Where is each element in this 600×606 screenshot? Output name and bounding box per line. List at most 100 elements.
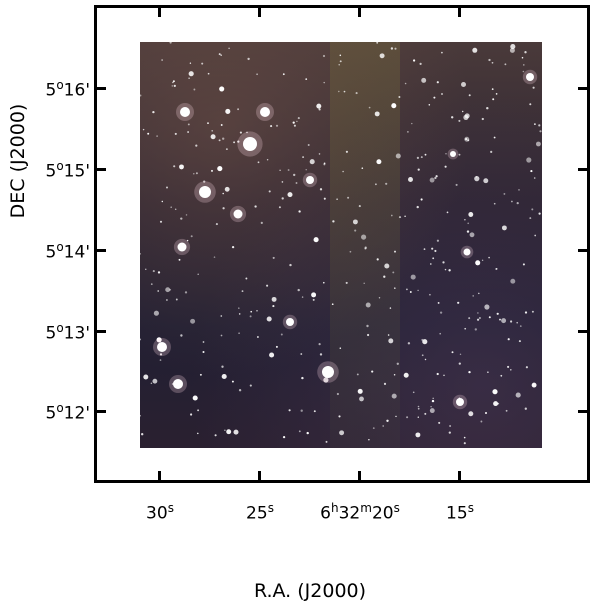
star <box>499 318 501 321</box>
star <box>188 71 194 77</box>
star <box>383 382 387 385</box>
star <box>420 198 423 201</box>
star <box>516 321 518 324</box>
star <box>197 432 199 435</box>
star <box>445 153 447 155</box>
star <box>143 374 149 380</box>
star <box>184 291 188 294</box>
star <box>466 230 470 233</box>
star <box>187 131 190 133</box>
star <box>161 200 164 203</box>
star <box>195 144 198 147</box>
star <box>407 342 411 345</box>
star <box>458 153 461 156</box>
star <box>190 413 193 416</box>
star <box>323 281 325 284</box>
star <box>411 122 413 125</box>
star <box>238 332 240 335</box>
star <box>221 365 224 368</box>
star <box>339 430 345 436</box>
star <box>396 362 399 365</box>
star <box>173 84 176 88</box>
star <box>403 372 409 378</box>
star <box>220 124 223 126</box>
star <box>157 290 160 292</box>
star <box>269 352 275 358</box>
star <box>306 431 309 435</box>
star <box>538 124 541 127</box>
star <box>281 197 284 200</box>
star <box>432 257 435 260</box>
star <box>378 297 381 299</box>
star <box>478 292 480 295</box>
star <box>392 271 395 274</box>
star <box>376 42 379 44</box>
star <box>217 166 223 172</box>
star <box>441 51 443 54</box>
star <box>219 86 225 92</box>
star <box>488 256 490 259</box>
star <box>535 141 541 147</box>
xtick-label-25: 25s <box>246 501 274 524</box>
star <box>237 140 240 143</box>
star <box>197 273 199 276</box>
star <box>518 340 521 343</box>
star <box>256 336 259 338</box>
star <box>280 333 283 336</box>
star <box>256 73 258 76</box>
star <box>336 198 338 200</box>
star <box>246 131 248 134</box>
star <box>318 343 321 346</box>
star <box>431 399 435 403</box>
star <box>221 373 227 380</box>
star <box>292 121 295 124</box>
ytick-left-14 <box>94 249 106 252</box>
bright-star <box>463 248 471 256</box>
star <box>386 419 389 422</box>
star <box>225 148 228 151</box>
star <box>190 235 193 238</box>
star <box>190 318 196 324</box>
star <box>417 168 420 171</box>
star <box>429 408 435 414</box>
star <box>437 301 440 304</box>
star <box>424 153 427 156</box>
star <box>357 388 363 394</box>
star <box>180 334 183 337</box>
bright-star <box>177 242 187 252</box>
star <box>364 246 367 249</box>
star <box>187 123 190 126</box>
star <box>305 78 308 80</box>
star <box>368 106 371 109</box>
ytick-label-14: 5o14' <box>45 240 91 263</box>
star <box>372 427 375 429</box>
star <box>199 373 202 376</box>
star <box>354 229 357 232</box>
xtick-top-25 <box>258 5 261 17</box>
star <box>266 284 269 287</box>
star <box>481 259 484 261</box>
star <box>424 412 427 415</box>
star <box>249 384 252 387</box>
ytick-right-15 <box>578 168 590 171</box>
star <box>487 371 489 374</box>
star <box>529 217 532 220</box>
star <box>213 256 216 258</box>
star <box>207 72 210 75</box>
star <box>185 214 188 216</box>
star <box>468 94 471 97</box>
star <box>249 315 252 318</box>
star <box>361 167 364 169</box>
star <box>231 245 235 249</box>
star <box>287 192 293 198</box>
star <box>312 298 315 301</box>
star <box>368 438 370 441</box>
star <box>507 365 510 368</box>
star <box>448 431 451 434</box>
star <box>526 157 532 163</box>
star <box>524 311 528 314</box>
x-axis-title: R.A. (J2000) <box>253 580 367 602</box>
star <box>349 250 352 253</box>
star <box>417 289 419 292</box>
star <box>331 303 334 306</box>
